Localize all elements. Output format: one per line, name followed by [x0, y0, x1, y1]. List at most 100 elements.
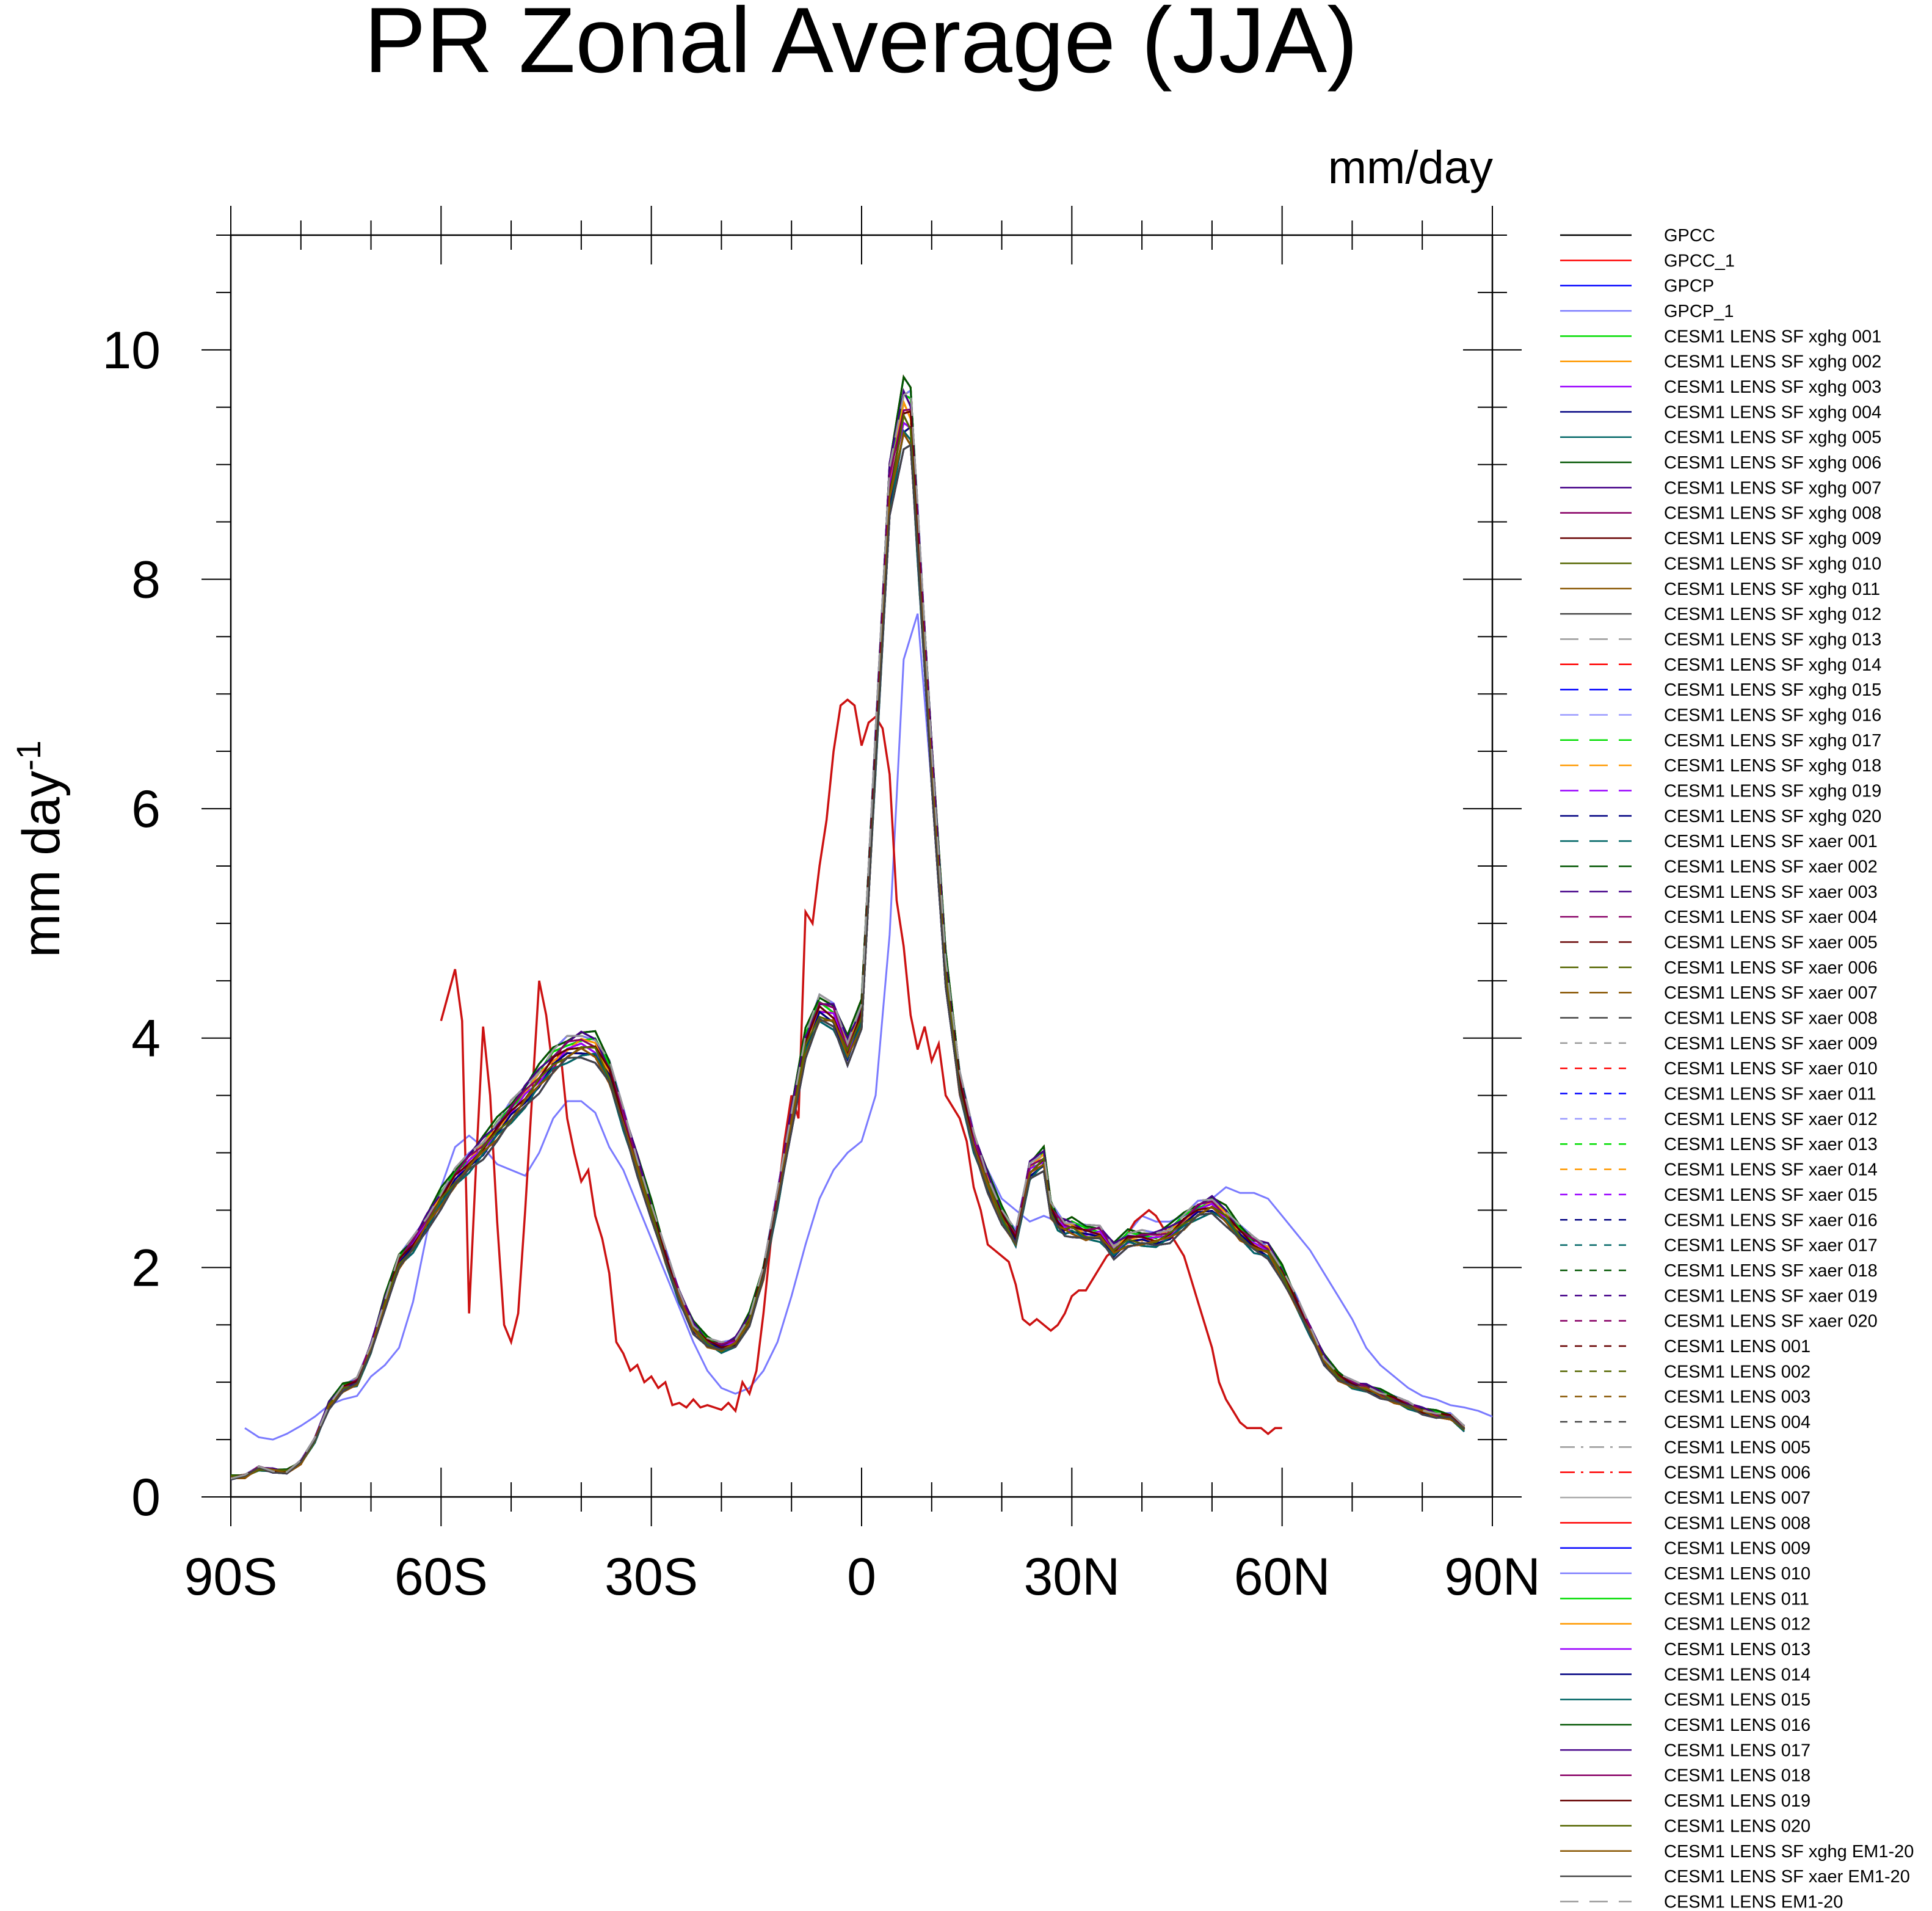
y-axis-label-exponent: -1: [9, 740, 48, 771]
units-label: mm/day: [1328, 142, 1493, 194]
series-line-cesm1-lens-020: [231, 412, 1465, 1478]
series-line-cesm1-lens-017: [231, 388, 1465, 1479]
y-tick-label: 2: [131, 1239, 161, 1297]
legend-label: CESM1 LENS SF xaer 018: [1664, 1261, 1878, 1281]
legend-label: CESM1 LENS 012: [1664, 1615, 1810, 1634]
legend-label: CESM1 LENS SF xaer 012: [1664, 1110, 1878, 1129]
legend: GPCC GPCC_1 GPCP GPCP_1 CESM1 LENS SF xghg 0…: [1560, 226, 1914, 1911]
x-tick-label: 60N: [1234, 1548, 1331, 1606]
legend-label: CESM1 LENS SF xghg 007: [1664, 478, 1881, 498]
chart-title: PR Zonal Average (JJA): [364, 0, 1358, 92]
series-line-cesm1-lens-sf-xaer-001: [231, 412, 1465, 1478]
legend-label: CESM1 LENS SF xghg 019: [1664, 781, 1881, 801]
series-line-cesm1-lens-001: [231, 425, 1465, 1480]
series-line-cesm1-lens-018: [231, 408, 1465, 1480]
series-line-cesm1-lens-sf-xghg-016: [231, 429, 1465, 1477]
series-line-gpcc: [231, 443, 1465, 1481]
legend-label: CESM1 LENS 005: [1664, 1438, 1810, 1457]
series-line-cesm1-lens-sf-xaer-011: [231, 388, 1465, 1479]
series-line-cesm1-lens-sf-xghg-em1-20: [231, 431, 1465, 1479]
series-line-cesm1-lens-sf-xghg-008: [231, 412, 1465, 1478]
legend-label: CESM1 LENS SF xghg EM1-20: [1664, 1842, 1914, 1862]
series-line-cesm1-lens-sf-xaer-017: [231, 388, 1465, 1480]
series-line-cesm1-lens-sf-xghg-015: [231, 425, 1465, 1480]
series-line-cesm1-lens-sf-xaer-005: [231, 393, 1465, 1477]
legend-label: CESM1 LENS 009: [1664, 1539, 1810, 1559]
legend-label: CESM1 LENS SF xghg 003: [1664, 377, 1881, 397]
legend-label: CESM1 LENS SF xaer 004: [1664, 908, 1878, 927]
legend-label: CESM1 LENS SF xaer 019: [1664, 1286, 1878, 1306]
x-tick-label: 60S: [394, 1548, 488, 1606]
legend-label: CESM1 LENS 006: [1664, 1463, 1810, 1483]
legend-label: CESM1 LENS SF xghg 009: [1664, 529, 1881, 548]
legend-label: CESM1 LENS 011: [1664, 1589, 1809, 1609]
series-line-cesm1-lens-sf-xaer-010: [231, 374, 1465, 1477]
legend-label: CESM1 LENS 002: [1664, 1362, 1810, 1381]
series-line-cesm1-lens-sf-xghg-020: [231, 410, 1465, 1479]
series-line-cesm1-lens-002: [231, 429, 1465, 1477]
legend-label: CESM1 LENS 007: [1664, 1488, 1810, 1508]
legend-label: CESM1 LENS 008: [1664, 1513, 1810, 1533]
series-line-cesm1-lens-sf-xghg-013: [231, 399, 1465, 1479]
legend-label: CESM1 LENS EM1-20: [1664, 1892, 1843, 1911]
series-line-cesm1-lens-sf-xaer-009: [231, 429, 1465, 1477]
series-line-cesm1-lens-019: [231, 410, 1465, 1479]
legend-label: GPCP: [1664, 277, 1714, 296]
series-line-cesm1-lens-010: [231, 388, 1465, 1480]
series-line-cesm1-lens-sf-xaer-006: [231, 399, 1465, 1479]
series-line-cesm1-lens-011: [231, 393, 1465, 1477]
series-line-cesm1-lens-008: [231, 431, 1465, 1479]
legend-label: CESM1 LENS SF xghg 015: [1664, 680, 1881, 700]
series-line-cesm1-lens-016: [231, 374, 1465, 1477]
series-line-cesm1-lens-sf-xaer-014: [231, 412, 1465, 1478]
legend-label: CESM1 LENS SF xaer 005: [1664, 933, 1878, 953]
series-line-cesm1-lens-sf-xghg-001: [231, 421, 1465, 1480]
series-line-cesm1-lens-sf-xaer-008: [231, 425, 1465, 1480]
series-line-cesm1-lens-003: [231, 374, 1465, 1477]
y-tick-label: 8: [131, 550, 161, 609]
legend-label: CESM1 LENS SF xghg 010: [1664, 554, 1881, 573]
x-tick-label: 90S: [184, 1548, 277, 1606]
series-line-cesm1-lens-sf-xaer-020: [231, 421, 1465, 1480]
series-line-cesm1-lens-sf-xaer-002: [231, 431, 1465, 1479]
legend-label: CESM1 LENS SF xaer 007: [1664, 983, 1878, 1003]
legend-label: CESM1 LENS SF xaer 002: [1664, 857, 1878, 877]
legend-label: CESM1 LENS SF xaer 014: [1664, 1160, 1878, 1180]
series-line-cesm1-lens-sf-xaer-016: [231, 443, 1465, 1481]
y-tick-label: 6: [131, 780, 161, 839]
y-axis-label-main: mm day: [12, 771, 71, 958]
series-line-cesm1-lens-sf-xghg-007: [231, 410, 1465, 1479]
series-line-cesm1-lens-007: [231, 412, 1465, 1478]
legend-label: CESM1 LENS SF xghg 011: [1664, 580, 1880, 599]
series-line-cesm1-lens-sf-xghg-012: [231, 393, 1465, 1477]
series-line-gpcp-1: [244, 613, 1492, 1441]
series-line-cesm1-lens-012: [231, 399, 1465, 1479]
plot-frame: [230, 234, 1494, 1498]
series-line-gpcc-1: [440, 698, 1282, 1435]
series-line-cesm1-lens-sf-xaer-019: [231, 399, 1465, 1479]
legend-label: CESM1 LENS SF xaer 011: [1664, 1085, 1876, 1104]
series-line-cesm1-lens-sf-xghg-005: [231, 388, 1465, 1479]
series-line-cesm1-lens-sf-xghg-006: [231, 408, 1465, 1480]
legend-label: CESM1 LENS 003: [1664, 1388, 1810, 1407]
series-line-gpcp: [231, 393, 1465, 1477]
legend-label: CESM1 LENS SF xghg 020: [1664, 807, 1881, 826]
series-line-cesm1-lens-015: [231, 429, 1465, 1477]
series-line-cesm1-lens-sf-xghg-003: [231, 429, 1465, 1477]
x-tick-label: 90N: [1444, 1548, 1541, 1606]
series-line-cesm1-lens-sf-xaer-003: [231, 443, 1465, 1481]
legend-label: CESM1 LENS SF xaer EM1-20: [1664, 1867, 1910, 1887]
series-line-cesm1-lens-sf-xghg-019: [231, 408, 1465, 1480]
legend-label: CESM1 LENS SF xaer 013: [1664, 1135, 1878, 1154]
series-line-cesm1-lens-em1-20: [231, 388, 1465, 1480]
series-line-cesm1-lens-sf-xaer-015: [231, 431, 1465, 1479]
legend-label: CESM1 LENS 004: [1664, 1413, 1810, 1432]
legend-label: CESM1 LENS 001: [1664, 1337, 1810, 1356]
legend-label: CESM1 LENS 013: [1664, 1640, 1810, 1659]
legend-label: CESM1 LENS SF xghg 008: [1664, 504, 1881, 523]
x-tick-label: 30S: [605, 1548, 698, 1606]
legend-label: CESM1 LENS SF xghg 017: [1664, 731, 1881, 751]
legend-label: CESM1 LENS SF xaer 009: [1664, 1034, 1878, 1054]
series-line-cesm1-lens-sf-xaer-004: [231, 388, 1465, 1480]
